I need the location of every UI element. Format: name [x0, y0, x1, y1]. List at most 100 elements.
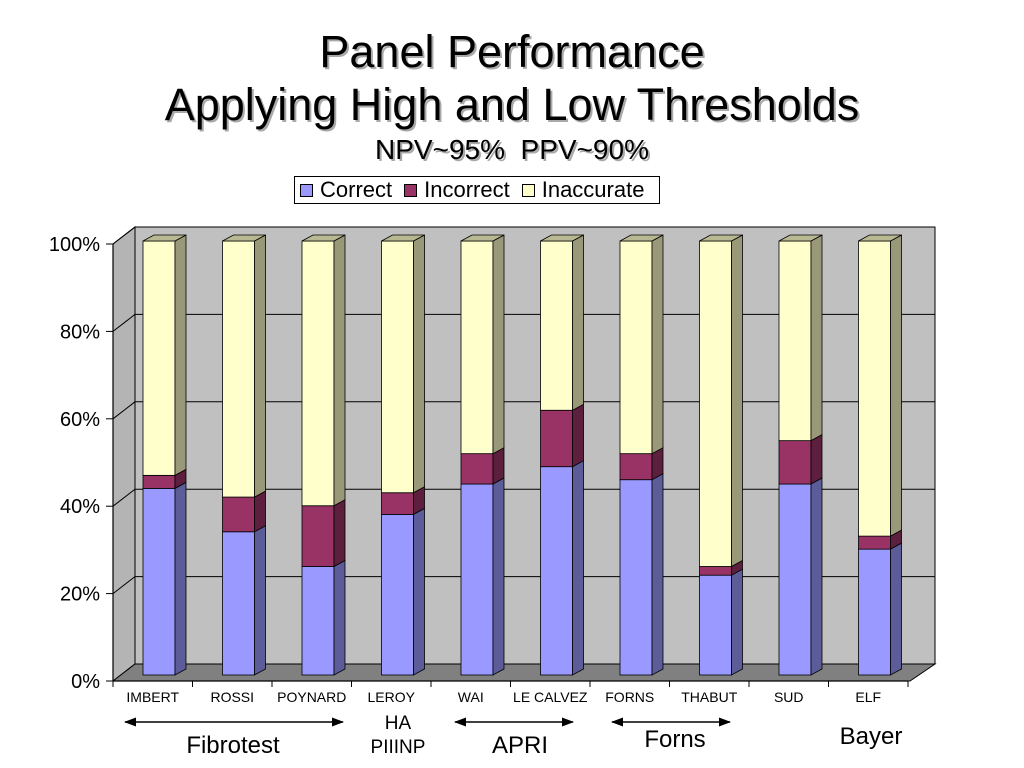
- bar-sud-correct: [778, 483, 812, 676]
- bar-sud-inaccurate-side: [810, 234, 823, 442]
- x-tick-label-rossi: ROSSI: [210, 689, 254, 705]
- group-label-fibrotest: Fibrotest: [186, 732, 280, 759]
- legend-item-incorrect: Incorrect: [404, 179, 510, 201]
- group-label-piiinp: PIIINP: [371, 737, 426, 758]
- bar-rossi-incorrect: [222, 496, 255, 533]
- x-tick-label-poynard: POYNARD: [277, 689, 346, 705]
- legend-item-correct: Correct: [300, 179, 392, 201]
- x-tick-label-thabut: THABUT: [681, 689, 737, 705]
- bar-thabut-correct: [699, 574, 732, 676]
- bar-le-calvez-incorrect-side: [572, 403, 584, 468]
- slide-title-line-1: Panel Performance: [319, 26, 705, 77]
- bar-elf-top: [858, 234, 902, 242]
- bar-imbert-correct-side: [174, 481, 187, 676]
- bar-sud-inaccurate: [778, 240, 812, 442]
- bar-rossi-inaccurate-side: [254, 234, 266, 498]
- bar-sud-correct-side: [810, 477, 823, 676]
- y-tick-label-80: 80%: [60, 321, 100, 343]
- bar-poynard-inaccurate-side: [333, 234, 346, 507]
- y-tick-labels: 0% 20% 40% 60% 80% 100%: [49, 234, 100, 693]
- slide-subtitle: NPV~95% PPV~90%: [375, 134, 649, 165]
- bar-elf-correct-side: [890, 542, 902, 676]
- x-tick-label-le-calvez: LE CALVEZ: [513, 689, 588, 705]
- bar-stack-elf: [858, 234, 902, 676]
- bar-thabut-correct-side: [731, 568, 743, 676]
- x-tick-labels: IMBERT ROSSI POYNARD LEROY WAI LE CALVEZ FORNS…: [126, 689, 881, 705]
- bar-stack-wai: [460, 234, 505, 676]
- bar-poynard-correct-side: [333, 559, 346, 676]
- bar-forns-inaccurate-side: [651, 234, 664, 455]
- bar-elf-inaccurate: [858, 240, 891, 537]
- bar-stack-sud: [778, 234, 823, 676]
- y-tick-label-60: 60%: [60, 409, 100, 431]
- bar-le-calvez-incorrect: [540, 409, 573, 468]
- gridline-40: [112, 488, 935, 507]
- bar-wai-top: [460, 234, 505, 242]
- y-tick-label-20: 20%: [60, 584, 100, 606]
- bar-leroy-inaccurate: [381, 240, 414, 494]
- bar-imbert-incorrect: [142, 474, 176, 489]
- bar-sud-incorrect: [778, 440, 812, 485]
- bar-thabut-top: [699, 234, 743, 242]
- bar-stack-imbert: [142, 234, 187, 676]
- bar-stack-thabut: [699, 234, 743, 676]
- bar-poynard-incorrect: [301, 505, 335, 567]
- bar-le-calvez-correct: [540, 466, 573, 676]
- bar-thabut-inaccurate: [699, 240, 732, 567]
- bar-forns-correct-side: [651, 473, 664, 676]
- bar-stack-forns: [619, 234, 664, 676]
- group-label-ha: HA: [385, 713, 412, 734]
- bars: [142, 234, 902, 676]
- bar-imbert-correct: [142, 487, 176, 676]
- y-tick-label-40: 40%: [60, 496, 100, 518]
- bar-wai-correct: [460, 483, 494, 676]
- side-wall: [112, 225, 136, 683]
- bar-elf-incorrect: [858, 535, 891, 550]
- bar-leroy-incorrect: [381, 492, 414, 515]
- bar-rossi-inaccurate: [222, 240, 255, 498]
- bar-forns-incorrect: [619, 453, 653, 481]
- bar-le-calvez-inaccurate-side: [572, 234, 584, 411]
- x-tick-label-leroy: LEROY: [368, 689, 416, 705]
- bar-stack-le-calvez: [540, 234, 584, 676]
- legend-swatch-correct: [300, 183, 313, 197]
- bar-forns-top: [619, 234, 664, 242]
- apri-arrowhead-left: [454, 717, 466, 727]
- category-group-annotations: Fibrotest HA PIIINP APRI Forns Bayer: [124, 713, 902, 759]
- x-tick-label-sud: SUD: [774, 689, 804, 705]
- y-tick-label-0: 0%: [71, 671, 100, 693]
- legend-swatch-inaccurate: [521, 183, 535, 197]
- legend-item-inaccurate: Inaccurate: [521, 177, 645, 202]
- gridline-100: [112, 226, 935, 245]
- axes: [106, 243, 909, 687]
- group-label-forns: Forns: [644, 726, 705, 753]
- bar-stack-poynard: [301, 234, 346, 676]
- bar-poynard-inaccurate: [301, 240, 335, 507]
- legend-label-inaccurate: Inaccurate: [541, 177, 645, 202]
- x-tick-label-elf: ELF: [855, 689, 881, 705]
- bar-wai-inaccurate: [460, 240, 494, 455]
- bar-sud-incorrect-side: [810, 433, 823, 485]
- bar-le-calvez-top: [540, 234, 584, 242]
- bar-forns-inaccurate: [619, 240, 653, 455]
- forns-arrowhead-left: [611, 717, 623, 727]
- bar-wai-incorrect: [460, 453, 494, 485]
- group-label-apri: APRI: [492, 732, 548, 759]
- fibrotest-arrowhead-right: [332, 717, 344, 727]
- apri-arrowhead-right: [562, 717, 574, 727]
- bar-leroy-correct-side: [413, 507, 425, 676]
- forns-arrowhead-right: [719, 717, 731, 727]
- gridline-80: [112, 313, 935, 332]
- bar-imbert-inaccurate-side: [174, 234, 187, 477]
- group-label-bayer: Bayer: [840, 723, 903, 750]
- bar-le-calvez-correct-side: [572, 460, 584, 676]
- bar-le-calvez-inaccurate: [540, 240, 573, 411]
- bar-leroy-top: [381, 234, 425, 242]
- bar-thabut-inaccurate-side: [731, 234, 743, 568]
- bar-imbert-top: [142, 234, 187, 242]
- fibrotest-range-arrow: [124, 717, 344, 727]
- bar-elf-inaccurate-side: [890, 234, 902, 537]
- bar-rossi-correct: [222, 531, 255, 676]
